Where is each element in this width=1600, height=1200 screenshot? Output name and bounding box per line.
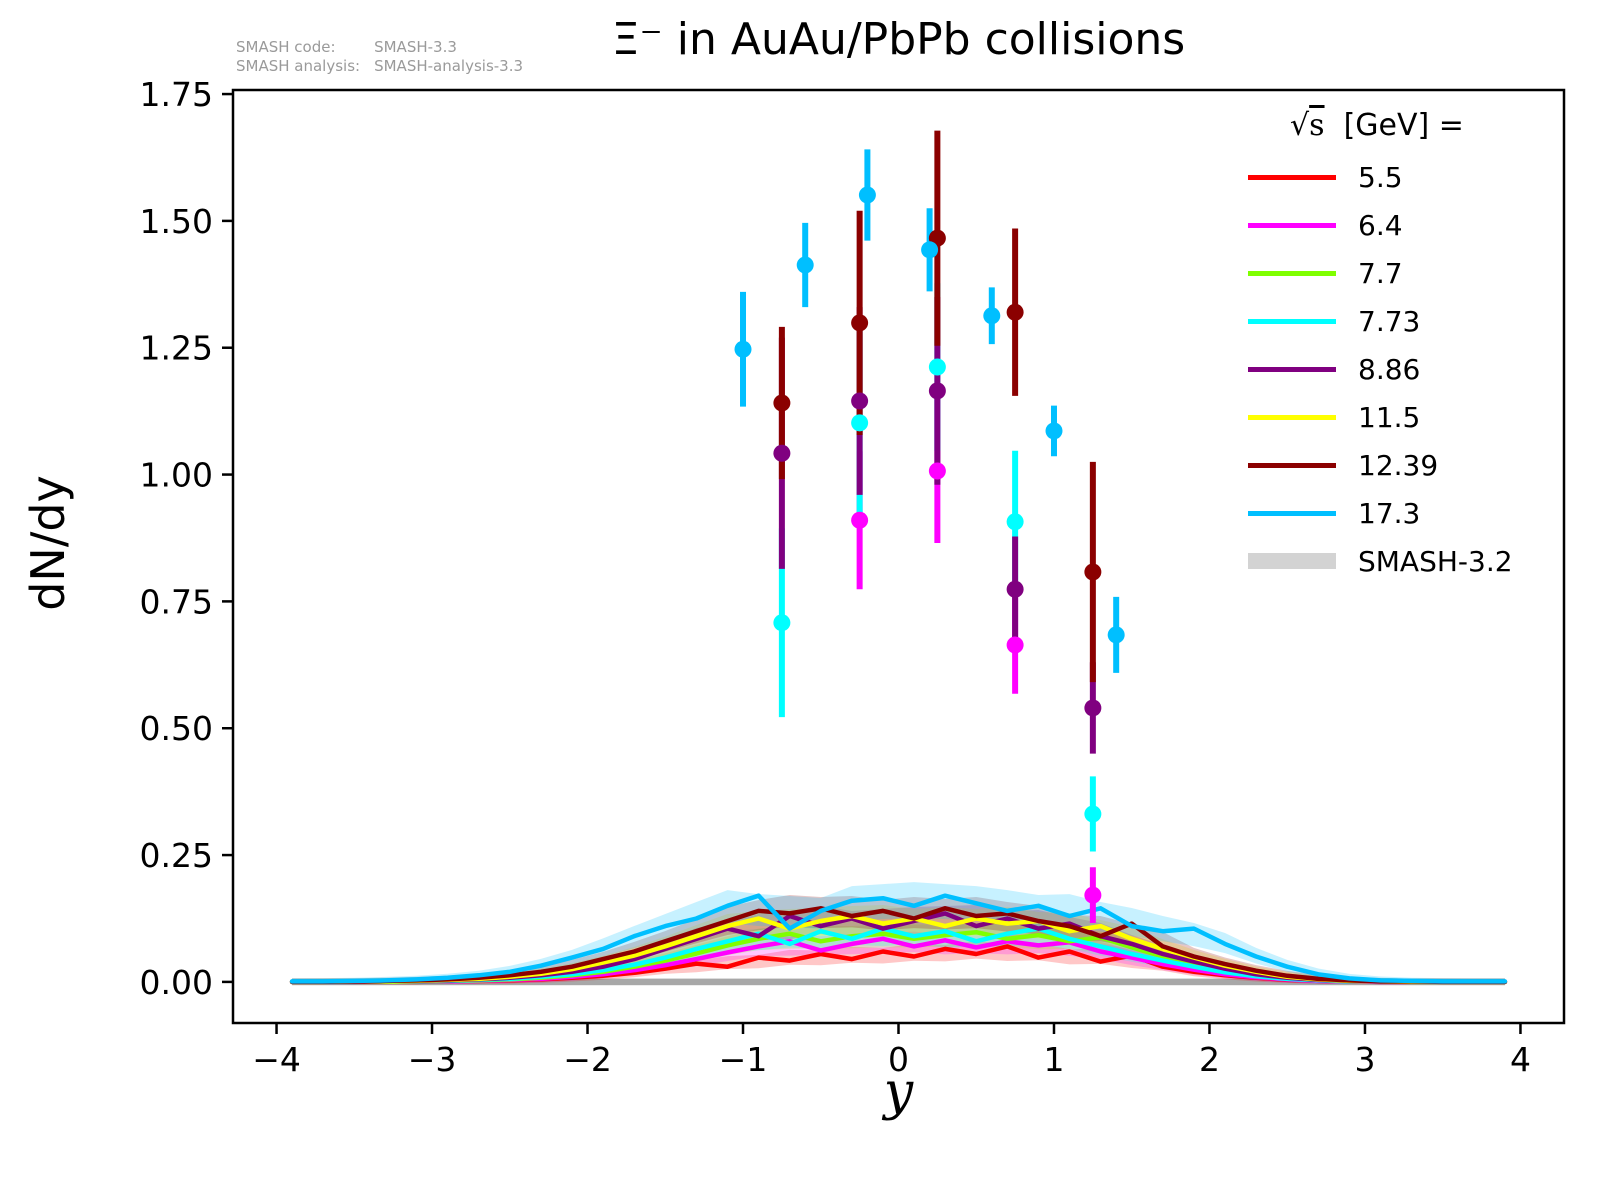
data-point-17.3 (921, 241, 939, 259)
data-point-6.4 (1084, 886, 1102, 904)
y-tick-label: 0.50 (140, 709, 213, 748)
y-tick-label: 1.00 (140, 456, 213, 495)
legend-label: 5.5 (1358, 160, 1403, 194)
x-tick-label: −4 (252, 1040, 301, 1079)
y-tick-label: 0.25 (140, 836, 213, 875)
data-point-17.3 (858, 186, 876, 204)
data-point-8.86 (1006, 580, 1024, 598)
legend-label: 17.3 (1358, 496, 1421, 530)
data-point-17.3 (734, 340, 752, 358)
x-tick-label: −3 (408, 1040, 457, 1079)
legend-item-SMASH-3.2: SMASH-3.2 (1248, 537, 1548, 585)
data-point-7.73 (928, 358, 946, 376)
y-tick-label: 0.00 (140, 963, 213, 1002)
data-point-6.4 (928, 462, 946, 480)
data-point-6.4 (851, 511, 869, 529)
data-point-12.39 (1084, 563, 1102, 581)
y-tick-label: 0.75 (140, 582, 213, 621)
legend-item-8.86: 8.86 (1248, 345, 1548, 393)
data-point-8.86 (851, 392, 869, 410)
annotation-label: SMASH analysis: (236, 57, 361, 75)
plot-title: Ξ⁻ in AuAu/PbPb collisions (611, 14, 1186, 65)
legend-item-5.5: 5.5 (1248, 153, 1548, 201)
x-tick-label: 1 (1043, 1040, 1064, 1079)
x-tick-label: 4 (1510, 1040, 1531, 1079)
data-point-7.73 (1006, 513, 1024, 531)
series-line-12.39 (289, 906, 1508, 985)
x-axis-label: y (883, 1062, 914, 1122)
data-point-17.3 (1107, 626, 1125, 644)
annotation-label: SMASH code: (236, 38, 336, 56)
data-point-17.3 (983, 307, 1001, 325)
legend-item-11.5: 11.5 (1248, 393, 1548, 441)
legend-line-sample (1248, 318, 1336, 324)
sqrt-symbol: √ (1290, 108, 1310, 143)
legend-item-7.73: 7.73 (1248, 297, 1548, 345)
legend-item-6.4: 6.4 (1248, 201, 1548, 249)
legend-item-17.3: 17.3 (1248, 489, 1548, 537)
y-tick-label: 1.50 (140, 202, 213, 241)
data-point-8.86 (928, 382, 946, 400)
annotation-value: SMASH-3.3 (374, 38, 457, 56)
legend-label: 7.7 (1358, 256, 1403, 290)
x-tick-label: −1 (719, 1040, 768, 1079)
x-tick-label: 2 (1199, 1040, 1220, 1079)
legend-item-12.39: 12.39 (1248, 441, 1548, 489)
legend-line-sample (1248, 462, 1336, 468)
x-tick-label: 3 (1354, 1040, 1375, 1079)
legend-label: 12.39 (1358, 448, 1439, 482)
legend: √s [GeV] = 5.5 6.4 7.7 7.73 8.86 11.5 12.39 17.… (1248, 108, 1548, 585)
smash-version-annotation: SMASH code: SMASH-3.3 SMASH analysis: SM… (236, 38, 523, 76)
smash32-band-17.3 (292, 882, 1505, 984)
legend-label: 6.4 (1358, 208, 1403, 242)
data-point-8.86 (773, 444, 791, 462)
series-line-17.3 (289, 893, 1508, 984)
data-point-8.86 (1084, 699, 1102, 717)
data-point-12.39 (1006, 303, 1024, 321)
x-tick-label: −2 (563, 1040, 612, 1079)
legend-band-sample (1248, 553, 1336, 569)
data-point-17.3 (796, 256, 814, 274)
legend-line-sample (1248, 222, 1336, 228)
data-point-7.73 (851, 414, 869, 432)
legend-line-sample (1248, 174, 1336, 180)
legend-items: 5.5 6.4 7.7 7.73 8.86 11.5 12.39 17.3 SMASH-3.2 (1248, 153, 1548, 585)
legend-label: 11.5 (1358, 400, 1421, 434)
legend-line-sample (1248, 510, 1336, 516)
legend-label: 8.86 (1358, 352, 1421, 386)
legend-item-7.7: 7.7 (1248, 249, 1548, 297)
smash32-zero-band (292, 978, 1505, 986)
data-point-6.4 (1006, 636, 1024, 654)
legend-label: SMASH-3.2 (1358, 544, 1513, 578)
data-point-17.3 (1045, 422, 1063, 440)
x-tick-label: 0 (888, 1040, 909, 1079)
legend-line-sample (1248, 270, 1336, 276)
data-point-12.39 (851, 314, 869, 332)
legend-line-sample (1248, 414, 1336, 420)
y-axis-label: dN/dy (21, 475, 75, 611)
y-tick-label: 1.25 (140, 329, 213, 368)
data-point-7.73 (1084, 805, 1102, 823)
annotation-value: SMASH-analysis-3.3 (374, 57, 524, 75)
legend-label: 7.73 (1358, 304, 1421, 338)
legend-title: √s [GeV] = (1290, 108, 1464, 143)
y-tick-label: 1.75 (140, 75, 213, 114)
legend-line-sample (1248, 366, 1336, 372)
data-point-12.39 (773, 394, 791, 412)
data-point-7.73 (773, 614, 791, 632)
